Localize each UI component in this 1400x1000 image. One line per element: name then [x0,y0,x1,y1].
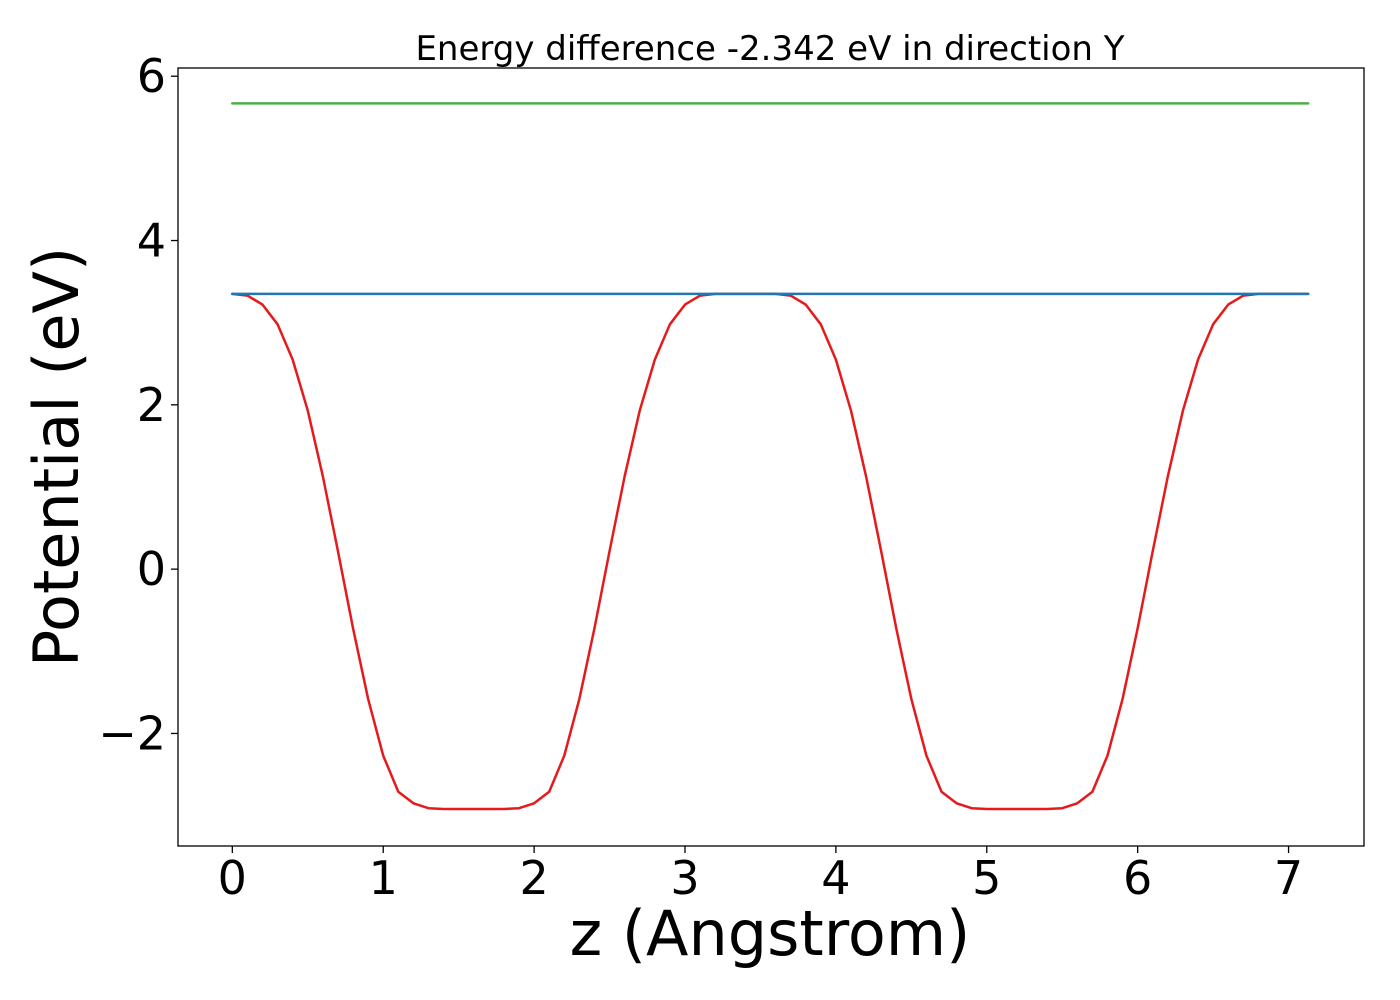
x-tick-label: 5 [972,851,1001,905]
x-axis: 0 1 2 3 4 5 6 7 [218,846,1303,905]
chart-title: Energy difference -2.342 eV in direction… [415,29,1124,69]
x-tick-label: 7 [1274,851,1303,905]
y-axis: −2 0 2 4 6 [98,49,178,760]
plot-frame [177,67,1365,847]
x-tick-label: 2 [519,851,548,905]
y-axis-label: Potential (eV) [20,247,93,667]
x-tick-label: 3 [670,851,699,905]
x-tick-label: 0 [218,851,247,905]
x-tick-label: 4 [821,851,850,905]
y-tick-label: −2 [98,706,166,760]
x-tick-label: 1 [369,851,398,905]
y-tick-label: 0 [137,542,166,596]
y-tick-label: 2 [137,378,166,432]
x-tick-label: 6 [1123,851,1152,905]
x-axis-label: z (Angstrom) [570,897,971,970]
series-line-0 [231,292,1310,811]
y-tick-label: 6 [137,49,166,103]
series-layer [231,102,1310,811]
y-tick-label: 4 [137,214,166,268]
